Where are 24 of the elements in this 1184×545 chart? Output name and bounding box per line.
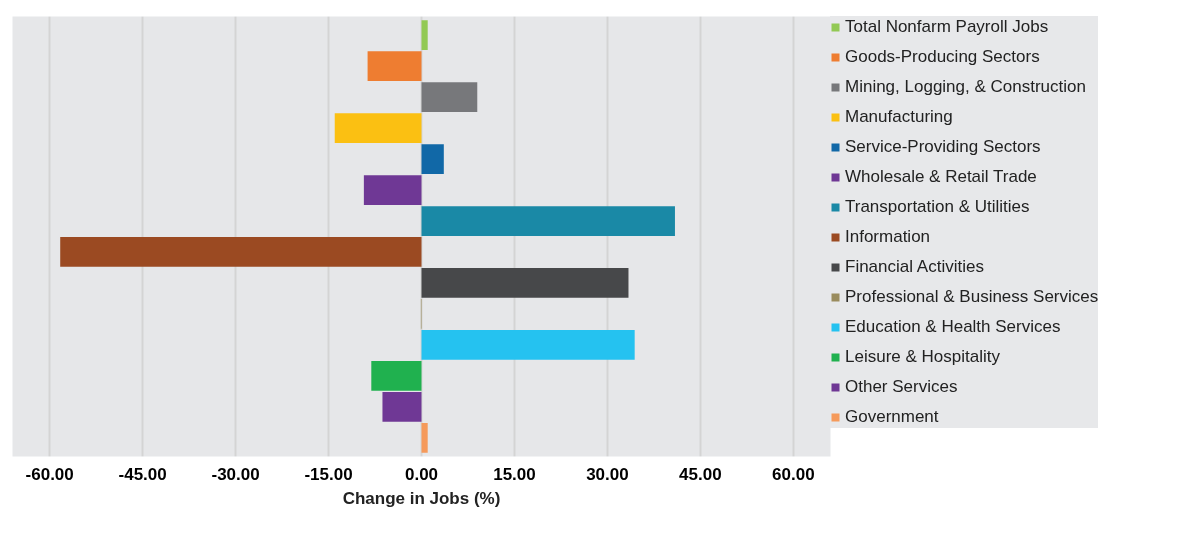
legend-label: Education & Health Services — [845, 316, 1062, 338]
legend-label: Leisure & Hospitality — [845, 346, 1001, 368]
x-tick-label: 30.00 — [586, 464, 629, 484]
legend-label: Service-Providing Sectors — [845, 136, 1042, 158]
x-tick-label: -45.00 — [118, 464, 167, 484]
legend-label: Transportation & Utilities — [845, 196, 1031, 218]
legend-label: Financial Activities — [845, 256, 985, 278]
x-axis-title: Change in Jobs (%) — [342, 488, 501, 508]
legend-label: Total Nonfarm Payroll Jobs — [845, 16, 1050, 38]
x-tick-label: 0.00 — [404, 464, 439, 484]
legend-label: Government — [845, 406, 940, 428]
legend-label: Information — [845, 226, 932, 248]
x-tick-label: -15.00 — [304, 464, 353, 484]
legend-label: Other Services — [845, 376, 959, 398]
x-tick-label: -30.00 — [211, 464, 260, 484]
x-tick-label: 45.00 — [679, 464, 722, 484]
legend-label: Goods-Producing Sectors — [845, 46, 1041, 68]
legend-label: Mining, Logging, & Construction — [845, 76, 1087, 98]
legend-label: Manufacturing — [845, 106, 954, 128]
x-tick-label: 15.00 — [493, 464, 536, 484]
x-tick-label: -60.00 — [25, 464, 74, 484]
legend-label: Professional & Business Services — [845, 286, 1099, 308]
legend-label: Wholesale & Retail Trade — [845, 166, 1038, 188]
x-tick-label: 60.00 — [772, 464, 815, 484]
